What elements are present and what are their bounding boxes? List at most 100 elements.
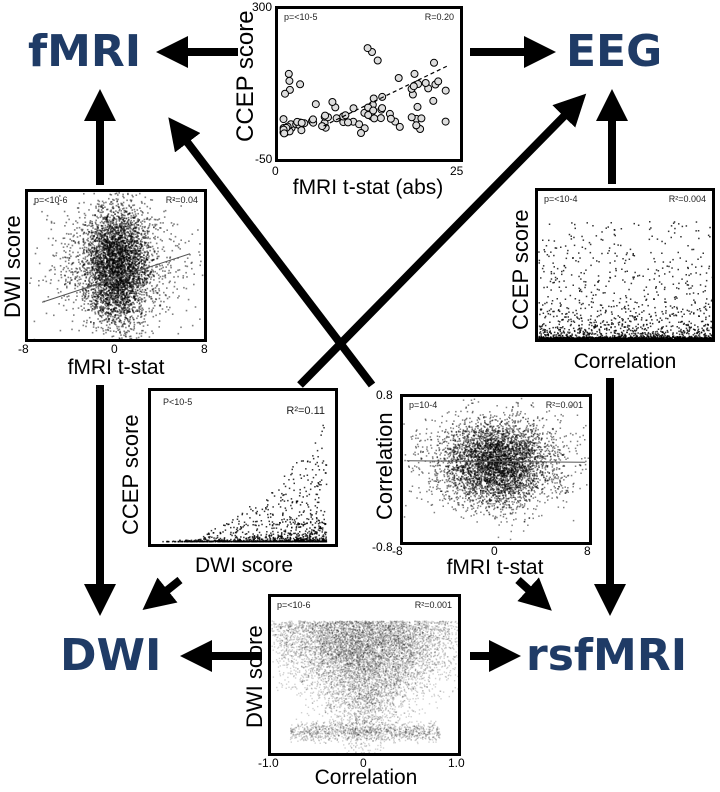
data-point [99,320,102,323]
data-point [91,269,93,271]
data-point [125,231,128,234]
data-point [84,273,87,276]
data-point [106,208,108,211]
data-point [111,260,113,262]
data-point [100,204,103,206]
data-point [116,275,119,277]
data-point [122,266,125,268]
data-point [109,293,112,296]
data-point [104,275,107,277]
data-point [121,250,123,252]
data-point [105,221,108,224]
data-point [103,238,105,240]
data-point [140,260,142,263]
data-point [653,335,656,337]
data-point [187,298,190,301]
data-point [151,253,153,256]
data-point [124,233,127,236]
data-point [106,260,109,263]
data-point [132,329,135,331]
data-point [95,249,98,251]
data-point [118,337,121,339]
data-point [108,275,111,277]
data-point [141,227,143,230]
data-point [297,118,306,127]
data-point [197,229,199,231]
data-point [122,244,125,247]
data-point [102,234,104,236]
data-point [128,290,131,292]
data-point [127,243,130,245]
data-point [105,232,107,235]
data-point [151,216,153,218]
data-point [137,221,139,223]
data-point [155,218,157,221]
data-point [125,277,127,279]
data-point [394,74,403,82]
data-point [546,286,548,288]
data-point [103,282,105,284]
data-point [161,264,163,267]
data-point [112,311,114,314]
data-point [285,76,294,85]
data-point [115,220,118,222]
data-point [84,296,86,298]
data-point [110,229,112,231]
data-point [135,250,137,253]
data-point [124,225,127,228]
data-point [146,229,148,232]
data-point [113,330,115,332]
data-point [151,199,154,201]
data-point [176,288,178,290]
data-point [96,255,99,258]
data-point [658,275,660,277]
data-point [170,238,172,241]
data-point [164,274,167,276]
data-point [668,265,670,268]
data-point [412,121,421,130]
data-point [100,265,102,268]
data-point [116,299,119,302]
data-point [88,243,91,246]
data-point [93,292,96,295]
data-point [93,247,96,249]
data-point [117,203,119,205]
data-point [413,102,422,111]
data-point [101,274,104,277]
data-point [105,201,107,204]
data-point [99,298,101,301]
data-point [120,248,123,251]
data-point [77,259,80,261]
data-point [127,216,130,219]
data-point [130,296,133,298]
data-point [96,298,99,300]
data-point [113,259,116,261]
data-point [88,309,90,311]
data-point [125,309,128,312]
data-point [126,260,128,262]
data-point [97,227,99,229]
data-point [84,214,87,217]
data-point [104,279,106,281]
data-point [144,288,146,291]
data-point [93,277,95,279]
data-point [124,295,127,298]
data-point [626,252,628,254]
data-point [121,298,124,301]
data-point [94,233,96,235]
data-point [126,291,129,293]
data-point [161,278,164,280]
data-point [41,210,43,213]
data-point [131,288,134,291]
data-point [85,260,87,263]
data-point [116,289,118,291]
data-point [151,273,154,276]
data-point [86,260,89,262]
data-point [84,217,86,219]
data-point [121,307,123,310]
data-point [700,320,703,323]
data-point [178,269,181,271]
data-point [173,199,175,201]
data-point [129,270,131,272]
data-point [154,287,157,289]
